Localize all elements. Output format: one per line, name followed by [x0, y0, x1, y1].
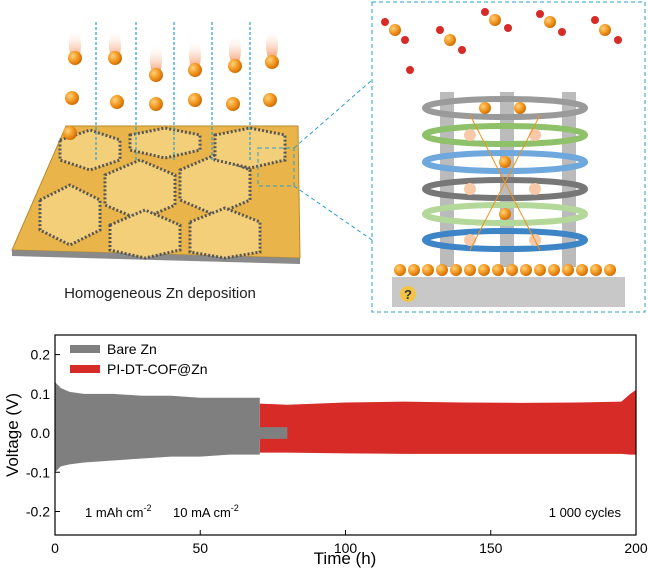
zoom-line — [293, 79, 373, 149]
cof-network — [38, 126, 287, 260]
deposition-lines — [95, 22, 251, 160]
x-tick-label: 0 — [51, 540, 59, 556]
illustration: ? Homogeneous Zn deposition — [11, 1, 646, 313]
annotation-text: 10 mA cm — [173, 505, 231, 520]
legend-label: Bare Zn — [107, 341, 157, 357]
x-tick-label: 200 — [624, 540, 648, 556]
x-tick-label: 50 — [192, 540, 208, 556]
y-tick-label: -0.1 — [26, 464, 50, 480]
voltage-band — [259, 389, 636, 455]
zoom-panel — [371, 1, 646, 313]
y-tick-label: 0.1 — [31, 386, 51, 402]
legend-swatch — [70, 345, 100, 353]
annotation-text: 1 000 cycles — [549, 505, 622, 520]
zn-ions — [63, 29, 279, 140]
cof-stack — [422, 92, 588, 267]
zn-substrate — [392, 277, 625, 307]
chart: Voltage (V) Time (h) -0.2 -0.1 0.0 0.1 0.2 0 5… — [3, 334, 648, 568]
y-tick-label: 0.0 — [31, 425, 51, 441]
plot-frame — [54, 334, 637, 536]
zoom-box — [257, 147, 295, 187]
solvated-ions — [381, 8, 622, 74]
x-tick-label: 100 — [334, 540, 358, 556]
annotation-superscript: -2 — [144, 503, 152, 513]
annotation: 10 mA cm-2 — [173, 503, 239, 520]
caption: Homogeneous Zn deposition — [64, 285, 256, 302]
legend-label: PI-DT-COF@Zn — [107, 361, 208, 377]
zn-plate-edge — [12, 250, 300, 264]
y-tick-label: 0.2 — [31, 347, 51, 363]
y-tick-label: -0.2 — [26, 503, 50, 519]
annotation-superscript: -2 — [231, 503, 239, 513]
annotation: 1 mAh cm-2 — [85, 503, 152, 520]
zoom-line — [293, 185, 373, 241]
bulb — [400, 286, 416, 302]
x-axis-label: Time (h) — [314, 549, 377, 568]
voltage-band — [55, 382, 288, 473]
legend-swatch — [70, 365, 100, 373]
annotation: 1 000 cycles — [549, 505, 622, 520]
deposited-zn — [394, 264, 616, 276]
question-mark: ? — [404, 287, 412, 302]
x-tick-label: 150 — [479, 540, 503, 556]
y-axis-label: Voltage (V) — [3, 393, 22, 477]
annotation-text: 1 mAh cm — [85, 505, 144, 520]
